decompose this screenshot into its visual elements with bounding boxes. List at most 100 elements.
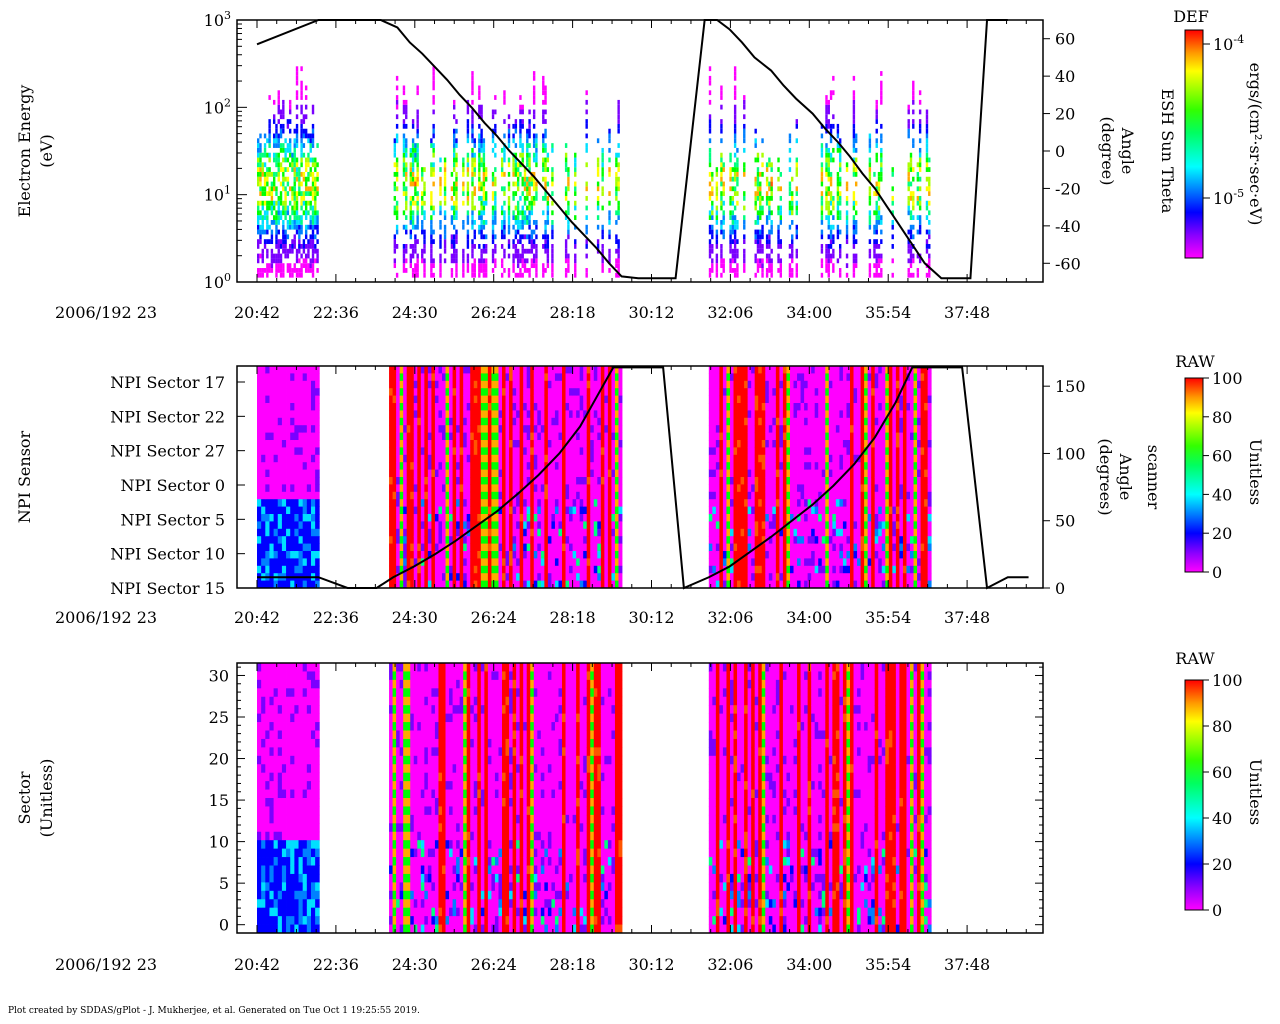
spectrogram-cell xyxy=(617,210,620,216)
heatmap-cell xyxy=(547,425,552,433)
spectrogram-cell xyxy=(507,138,511,144)
spectrogram-cell xyxy=(868,157,872,163)
heatmap-cell xyxy=(484,573,489,581)
heatmap-cell xyxy=(277,447,283,456)
heatmap-cell xyxy=(586,373,591,382)
heatmap-cell xyxy=(505,425,510,433)
spectrogram-cell xyxy=(825,191,828,196)
heatmap-cell xyxy=(498,543,503,552)
heatmap-cell xyxy=(410,506,415,515)
spectrogram-cell xyxy=(286,143,290,148)
heatmap-cell xyxy=(579,477,584,485)
heatmap-cell xyxy=(286,521,291,530)
spectrogram-cell xyxy=(523,258,527,264)
spectrogram-cell xyxy=(615,162,618,168)
spectrogram-cell xyxy=(912,195,915,201)
heatmap-cell xyxy=(498,528,503,537)
heatmap-cell xyxy=(579,462,584,470)
spectrogram-cell xyxy=(514,143,518,148)
spectrogram-cell xyxy=(761,152,764,158)
heatmap-cell xyxy=(445,366,450,374)
spectrogram-cell xyxy=(286,147,290,153)
heatmap-cell xyxy=(491,514,496,522)
heatmap-cell xyxy=(424,499,429,507)
spectrogram-cell xyxy=(282,171,285,177)
heatmap-cell xyxy=(261,403,266,411)
heatmap-cell xyxy=(491,573,496,581)
spectrogram-cell xyxy=(405,167,408,172)
spectrogram-cell xyxy=(307,186,310,192)
heatmap-cell xyxy=(441,454,446,463)
spectrogram-cell xyxy=(453,128,456,134)
spectrogram-cell xyxy=(473,162,476,168)
heatmap-cell xyxy=(537,499,542,507)
spectrogram-cell xyxy=(482,200,486,206)
heatmap-cell xyxy=(389,403,393,411)
heatmap-cell xyxy=(406,558,411,567)
spectrogram-cell xyxy=(722,167,725,172)
heatmap-cell xyxy=(554,528,559,537)
heatmap-cell xyxy=(427,565,432,574)
heatmap-cell xyxy=(427,573,432,581)
spectrogram-cell xyxy=(912,143,915,148)
spectrogram-cell xyxy=(542,195,545,201)
spectrogram-cell xyxy=(880,138,883,144)
spectrogram-cell xyxy=(259,152,262,158)
heatmap-cell xyxy=(459,432,464,441)
heatmap-cell xyxy=(569,425,573,433)
spectrogram-cell xyxy=(788,263,792,269)
spectrogram-cell xyxy=(585,272,588,278)
heatmap-cell xyxy=(449,395,453,404)
heatmap-cell xyxy=(491,440,496,448)
spectrogram-cell xyxy=(542,157,545,163)
right-y-tick-label: 60 xyxy=(1055,30,1075,49)
heatmap-cell xyxy=(434,521,439,530)
heatmap-cell xyxy=(491,417,496,426)
spectrogram-cell xyxy=(307,200,310,206)
spectrogram-cell xyxy=(827,272,830,278)
spectrogram-cell xyxy=(521,143,524,148)
spectrogram-cell xyxy=(516,205,520,211)
heatmap-cell xyxy=(593,373,598,382)
spectrogram-cell xyxy=(729,200,732,206)
heatmap-cell xyxy=(480,506,485,515)
spectrogram-cell xyxy=(708,248,712,254)
heatmap-cell xyxy=(576,447,581,456)
spectrogram-cell xyxy=(542,234,545,240)
spectrogram-cell xyxy=(708,195,712,201)
spectrogram-cell xyxy=(473,258,476,264)
spectrogram-cell xyxy=(503,229,506,235)
heatmap-cell xyxy=(477,484,482,493)
heatmap-cell xyxy=(562,514,566,522)
heatmap-cell xyxy=(403,528,408,537)
spectrogram-cell xyxy=(829,90,833,96)
spectrogram-cell xyxy=(791,258,794,264)
spectrogram-cell xyxy=(852,128,856,134)
spectrogram-cell xyxy=(585,205,588,211)
heatmap-cell xyxy=(434,491,439,500)
heatmap-cell xyxy=(516,440,521,448)
spectrogram-cell xyxy=(293,215,296,220)
spectrogram-cell xyxy=(277,162,280,168)
heatmap-cell xyxy=(315,432,320,441)
right-ylabel-line-3: (degree) xyxy=(1098,116,1117,185)
spectrogram-cell xyxy=(311,176,315,182)
heatmap-cell xyxy=(537,477,542,485)
heatmap-cell xyxy=(410,395,415,404)
spectrogram-cell xyxy=(838,195,842,201)
heatmap-cell xyxy=(498,565,503,574)
spectrogram-cell xyxy=(443,167,447,172)
spectrogram-cell xyxy=(528,157,531,163)
heatmap-cell xyxy=(431,484,436,493)
heatmap-cell xyxy=(547,440,552,448)
heatmap-cell xyxy=(593,551,598,559)
spectrogram-cell xyxy=(482,258,486,264)
spectrogram-cell xyxy=(820,147,824,153)
heatmap-cell xyxy=(562,506,566,515)
spectrogram-cell xyxy=(259,171,262,177)
heatmap-cell xyxy=(590,528,595,537)
spectrogram-cell xyxy=(482,157,486,163)
spectrogram-cell xyxy=(484,244,488,249)
heatmap-cell xyxy=(586,565,591,574)
heatmap-cell xyxy=(593,491,598,500)
